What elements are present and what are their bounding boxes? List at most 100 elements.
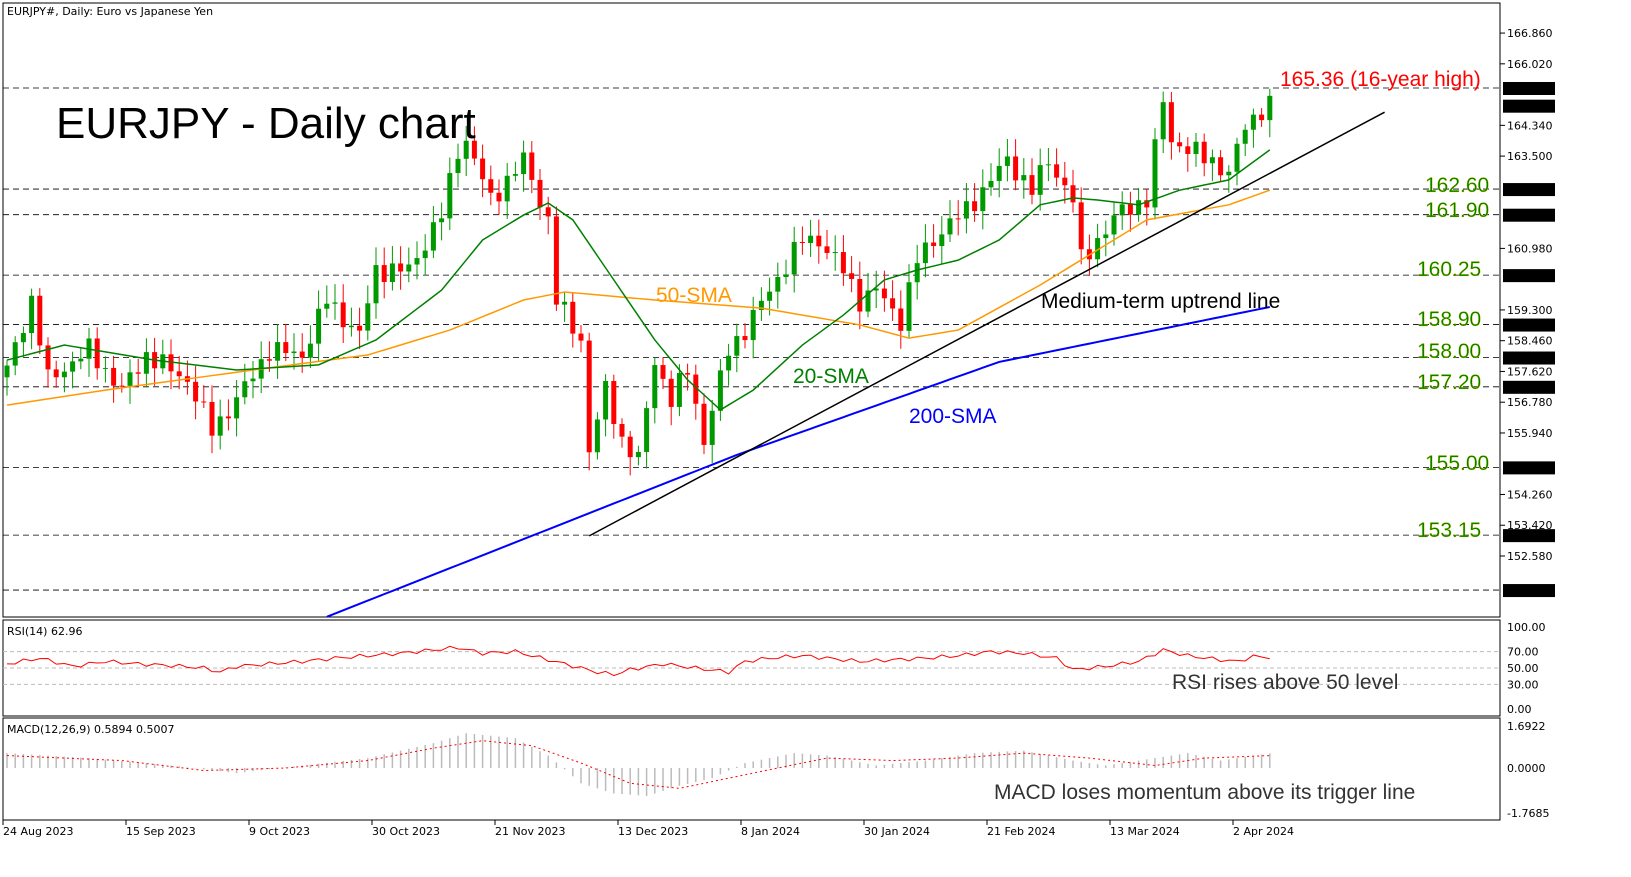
label-20-sma: 20-SMA	[793, 365, 869, 388]
candle-up	[4, 365, 10, 378]
candle-down	[1177, 142, 1183, 147]
candle-up	[70, 361, 76, 372]
price-level-badge	[1503, 99, 1555, 113]
price-level-badge	[1503, 351, 1555, 365]
candle-down	[898, 308, 904, 331]
candle-down	[176, 371, 182, 377]
candle-down	[586, 340, 592, 453]
candle-up	[455, 158, 461, 174]
rsi-label: RSI(14) 62.96	[7, 625, 82, 638]
candle-down	[193, 381, 199, 402]
candle-up	[1193, 141, 1199, 154]
candle-up	[906, 282, 912, 331]
candle-up	[143, 352, 149, 374]
candle-up	[373, 265, 379, 304]
candle-down	[1127, 204, 1133, 215]
candle-up	[734, 336, 740, 356]
candle-down	[849, 273, 855, 279]
candle-up	[873, 288, 879, 291]
sma-50-line	[6, 189, 1271, 406]
candle-up	[1021, 175, 1027, 181]
candle-up	[389, 263, 395, 283]
date-label: 8 Jan 2024	[741, 825, 800, 838]
candle-down	[578, 333, 584, 341]
candle-up	[775, 276, 781, 292]
uptrend-line	[588, 111, 1385, 537]
candle-up	[783, 274, 789, 277]
candle-up	[348, 325, 354, 328]
candle-down	[480, 158, 486, 180]
date-label: 13 Mar 2024	[1110, 825, 1180, 838]
annotation-158-00: 158.00	[1417, 340, 1481, 363]
candle-down	[37, 295, 43, 346]
rsi-tick-label: 30.00	[1507, 678, 1539, 691]
candle-up	[1136, 200, 1142, 215]
date-label: 21 Nov 2023	[495, 825, 565, 838]
candle-down	[955, 218, 961, 220]
date-label: 24 Aug 2023	[3, 825, 73, 838]
price-tick-label: 152.580	[1507, 550, 1553, 563]
annotation-162-60: 162.60	[1425, 174, 1489, 197]
annotation-160-25: 160.25	[1417, 258, 1481, 281]
candle-down	[398, 263, 404, 272]
candle-up	[1119, 204, 1125, 216]
price-tick-label: 160.980	[1507, 242, 1553, 255]
candle-up	[447, 173, 453, 219]
candle-up	[922, 242, 928, 264]
candle-up	[504, 175, 510, 202]
price-level-badge-label: 151.650	[1507, 584, 1553, 597]
candle-up	[12, 342, 18, 366]
candle-down	[693, 374, 699, 404]
price-level-badge-label: 158.000	[1507, 352, 1553, 365]
sma-20-line	[6, 149, 1271, 411]
price-tick-label: 158.460	[1507, 335, 1553, 348]
price-level-badge-label: 164.877	[1507, 100, 1553, 113]
price-tick-label: 155.940	[1507, 427, 1553, 440]
candle-down	[1168, 102, 1174, 143]
candle-down	[283, 342, 289, 354]
price-level-badge-label: 162.600	[1507, 183, 1553, 196]
candle-down	[931, 242, 937, 247]
candle-up	[1267, 95, 1273, 121]
candle-up	[463, 140, 469, 159]
annotation-161-90: 161.90	[1425, 199, 1489, 222]
price-level-badge	[1503, 461, 1555, 475]
candle-up	[1111, 215, 1117, 235]
price-level-badge-label: 157.200	[1507, 381, 1553, 394]
rsi-note: RSI rises above 50 level	[1172, 671, 1398, 694]
candle-up	[750, 309, 756, 341]
candle-down	[840, 252, 846, 274]
candle-down	[537, 179, 543, 208]
candle-up	[767, 291, 773, 301]
candle-up	[217, 416, 223, 436]
date-label: 9 Oct 2023	[249, 825, 310, 838]
candle-down	[799, 241, 805, 244]
candle-up	[512, 174, 518, 176]
candle-up	[20, 333, 26, 343]
price-tick-label: 159.300	[1507, 304, 1553, 317]
candle-down	[1259, 114, 1265, 121]
candle-down	[1062, 177, 1068, 186]
annotation-high: 165.36 (16-year high)	[1280, 68, 1481, 91]
candle-down	[685, 373, 691, 375]
macd-tick-label: 1.6922	[1507, 720, 1546, 733]
candle-up	[1160, 102, 1166, 140]
candle-up	[29, 295, 35, 334]
candle-up	[1045, 164, 1051, 166]
candle-down	[381, 265, 387, 283]
annotation-153-15: 153.15	[1417, 519, 1481, 542]
price-level-badge	[1503, 584, 1555, 598]
rsi-tick-label: 100.00	[1507, 621, 1546, 634]
rsi-line	[6, 645, 1270, 677]
candle-down	[545, 207, 551, 217]
candle-up	[594, 419, 600, 453]
candle-up	[709, 410, 715, 445]
price-level-badge	[1503, 269, 1555, 283]
candle-down	[1029, 175, 1035, 195]
price-level-badge-label: 158.900	[1507, 319, 1553, 332]
symbol-header: EURJPY#, Daily: Euro vs Japanese Yen	[7, 5, 213, 18]
candle-up	[102, 367, 108, 369]
candle-down	[611, 380, 617, 424]
sma-200-line	[326, 306, 1270, 618]
